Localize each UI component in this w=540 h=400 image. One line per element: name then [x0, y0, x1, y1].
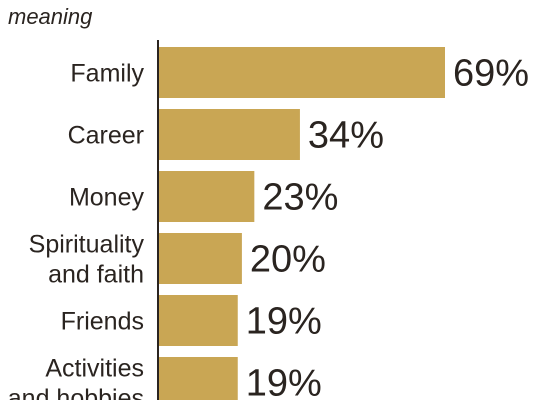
- bar-1: [159, 109, 300, 160]
- bar-3: [159, 233, 242, 284]
- category-label-2: Money: [69, 184, 145, 212]
- value-label-1: 34%: [308, 115, 384, 157]
- category-label-3: Spirituality and faith: [29, 231, 145, 289]
- bar-5: [159, 357, 238, 400]
- bar-0: [159, 47, 445, 98]
- bar-2: [159, 171, 255, 222]
- value-label-5: 19%: [246, 363, 322, 400]
- bar-4: [159, 295, 238, 346]
- value-label-4: 19%: [246, 301, 322, 343]
- value-label-0: 69%: [453, 53, 529, 95]
- category-label-1: Career: [68, 122, 144, 150]
- category-label-0: Family: [70, 60, 144, 88]
- value-label-2: 23%: [262, 177, 338, 219]
- bars-layer: 69% Family 34% Career 23% Money 20% Spiritualit…: [8, 47, 529, 400]
- chart-subtitle: meaning: [8, 4, 93, 29]
- category-label-5: Activities and hobbies: [8, 355, 144, 400]
- value-label-3: 20%: [250, 239, 326, 281]
- category-label-4: Friends: [61, 308, 144, 336]
